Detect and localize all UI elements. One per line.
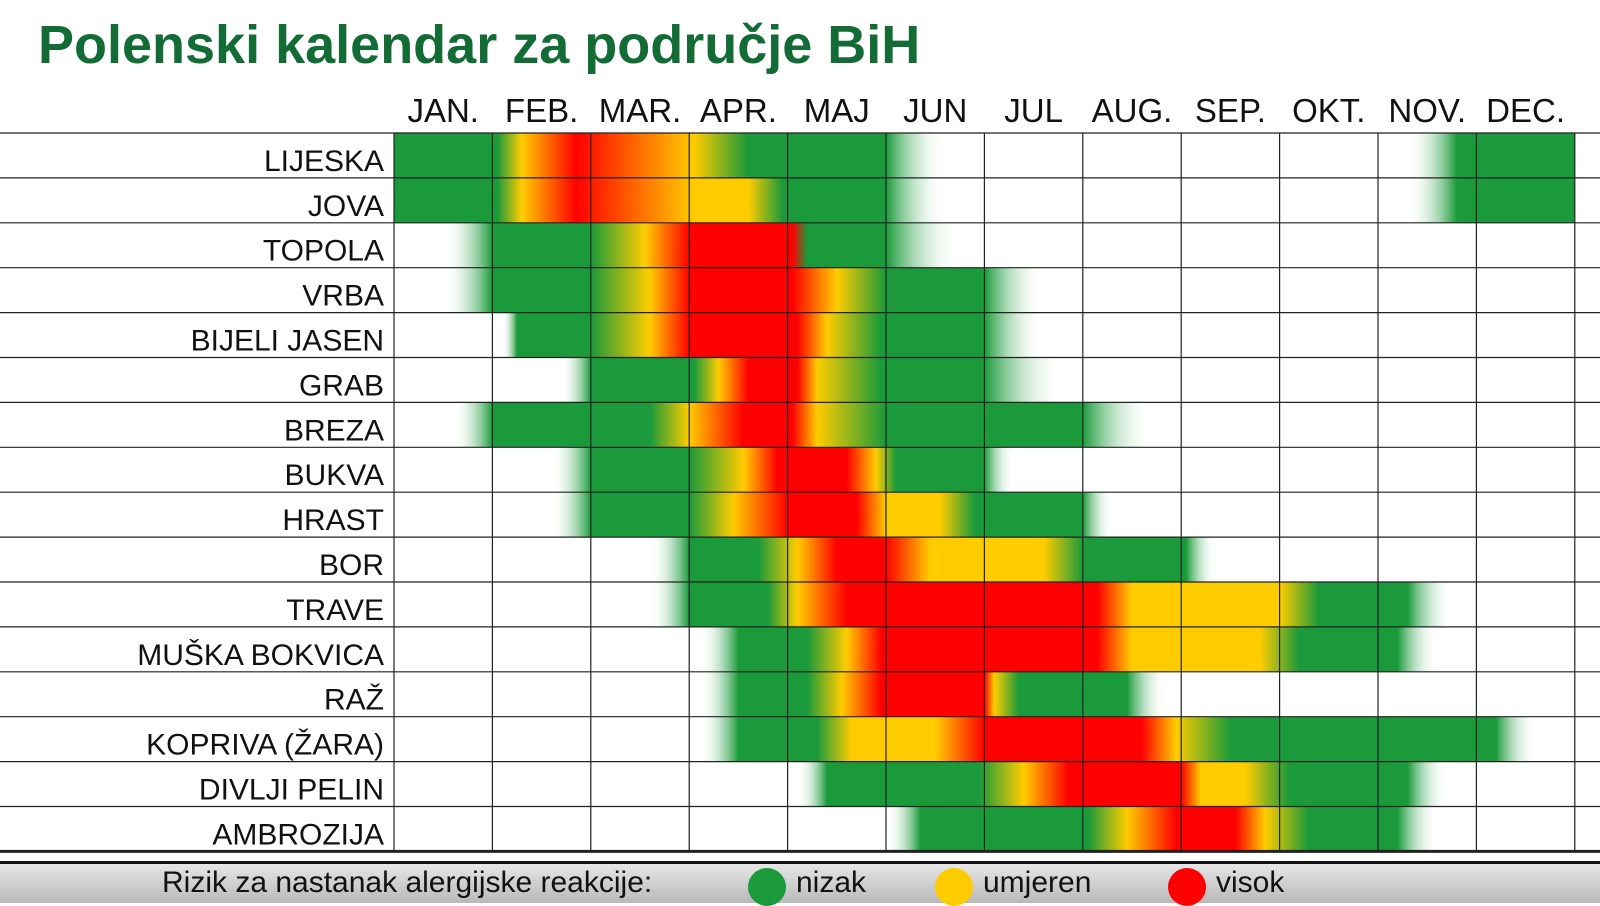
month-label: AUG. — [1092, 92, 1173, 129]
month-label: DEC. — [1486, 92, 1565, 129]
plant-label: JOVA — [308, 190, 384, 223]
pollen-band-8 — [551, 447, 1014, 493]
pollen-band-10 — [649, 537, 1216, 582]
pollen-band-5 — [502, 312, 1044, 358]
month-label: APR. — [700, 92, 777, 129]
legend-dot-moderate — [935, 868, 973, 906]
month-labels: JAN. FEB. MAR. APR. MAJ JUN JUL AUG. SEP. OKT. NOV… — [407, 92, 1565, 129]
plant-label: BIJELI JASEN — [191, 325, 384, 358]
pollen-band-14 — [699, 716, 1536, 762]
plant-label: VRBA — [302, 280, 384, 313]
grid-layer — [0, 132, 1600, 853]
month-label: MAR. — [599, 92, 682, 129]
pollen-band-11 — [649, 582, 1452, 627]
plant-label: TOPOLA — [263, 235, 384, 268]
legend: Rizik za nastanak alergijske reakcije: n… — [0, 861, 1600, 906]
plant-label: DIVLJI PELIN — [199, 774, 384, 807]
legend-dot-low — [748, 868, 786, 906]
pollen-band-16 — [886, 806, 1438, 852]
month-label: JAN. — [407, 92, 479, 129]
legend-text-low: nizak — [796, 866, 867, 899]
plant-label: RAŽ — [324, 684, 384, 717]
chart-title: Polenski kalendar za područje BiH — [38, 15, 921, 75]
legend-text-moderate: umjeren — [983, 866, 1092, 899]
plant-label: TRAVE — [286, 594, 384, 627]
plant-label: BUKVA — [285, 459, 384, 492]
plant-labels: LIJESKA JOVA TOPOLA VRBA BIJELI JASEN GRAB BRE… — [137, 145, 384, 852]
plant-label: GRAB — [299, 369, 384, 402]
plant-label: KOPRIVA (ŽARA) — [146, 729, 384, 762]
plant-label: MUŠKA BOKVICA — [137, 638, 384, 672]
pollen-band-13 — [699, 671, 1167, 717]
month-label: MAJ — [804, 92, 870, 129]
month-label: JUL — [1004, 92, 1063, 129]
month-label: OKT. — [1292, 92, 1365, 129]
plant-label: BOR — [319, 549, 384, 582]
pollen-band-4 — [443, 267, 1044, 313]
legend-text-high: visok — [1216, 866, 1285, 899]
pollen-band-6 — [561, 357, 1064, 403]
plant-label: BREZA — [284, 414, 384, 447]
month-label: FEB. — [505, 92, 578, 129]
plant-label: LIJESKA — [264, 145, 384, 178]
pollen-band-3 — [443, 222, 960, 268]
month-label: NOV. — [1388, 92, 1466, 129]
month-label: JUN — [903, 92, 967, 129]
plant-label: AMBROZIJA — [212, 818, 384, 851]
plant-label: HRAST — [282, 504, 384, 537]
pollen-band-9 — [551, 492, 1113, 538]
legend-label: Rizik za nastanak alergijske reakcije: — [162, 866, 653, 899]
legend-dot-high — [1168, 868, 1206, 906]
pollen-band-7 — [453, 402, 1152, 448]
pollen-band-12 — [699, 626, 1438, 672]
month-label: SEP. — [1195, 92, 1266, 129]
pollen-band-15 — [797, 761, 1447, 807]
